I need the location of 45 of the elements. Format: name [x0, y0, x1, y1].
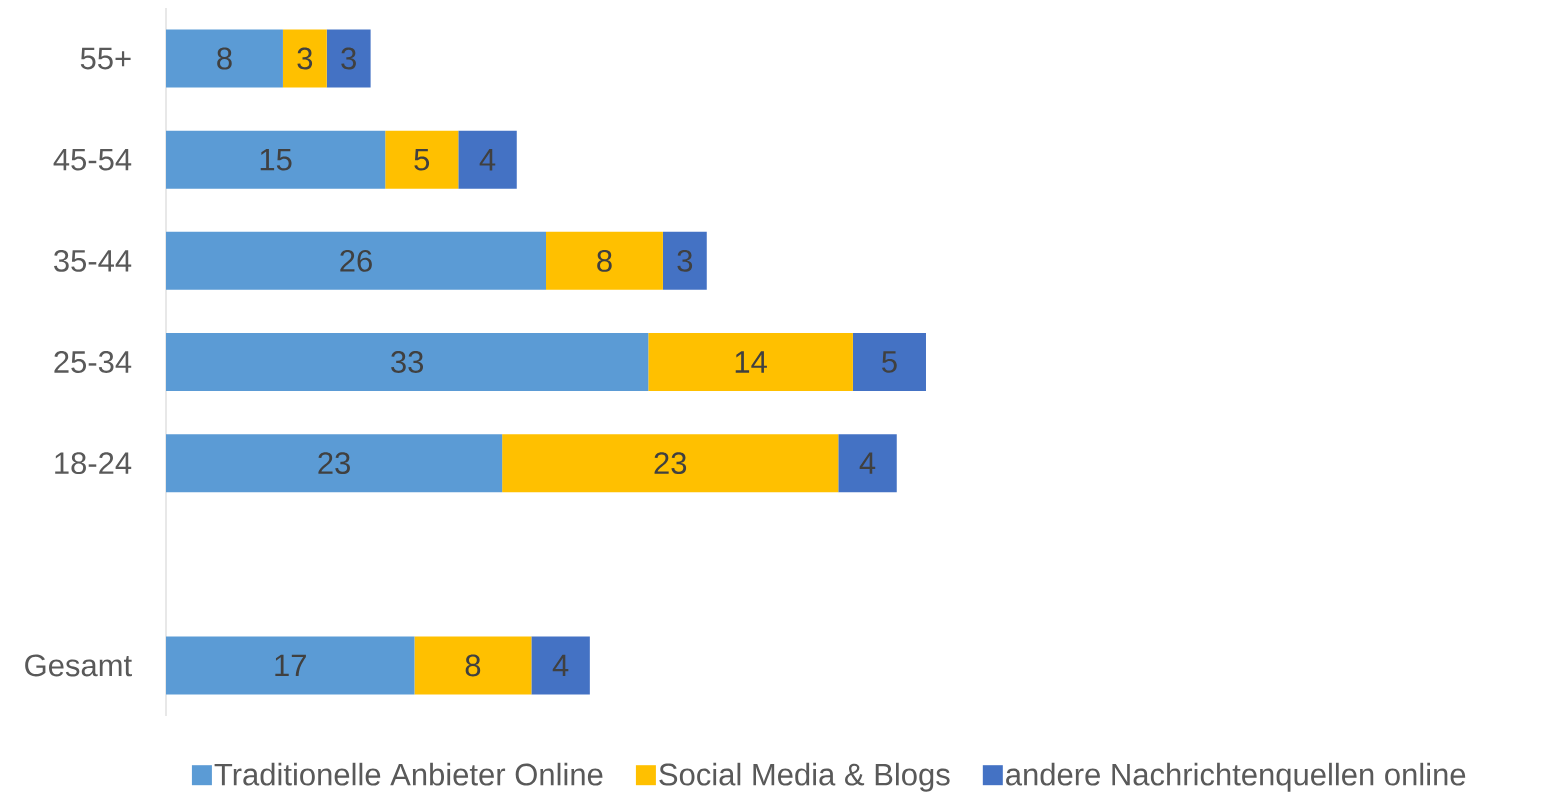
data-label: 3 — [341, 47, 356, 70]
data-label: 4 — [552, 654, 569, 677]
legend-label: andere Nachrichtenquellen online — [1006, 762, 1466, 792]
bar — [458, 130, 517, 189]
bar — [385, 130, 459, 189]
data-label: 3 — [297, 47, 313, 70]
bar — [838, 434, 897, 493]
data-label: 33 — [391, 351, 424, 373]
bar — [166, 636, 415, 695]
bar — [852, 333, 926, 392]
data-label: 8 — [217, 47, 232, 70]
data-label: 23 — [318, 452, 350, 475]
bar — [166, 434, 503, 493]
bar — [662, 231, 707, 290]
y-tick-label: 18-24 — [55, 452, 132, 475]
data-label: 17 — [275, 654, 306, 677]
bar — [531, 636, 590, 695]
y-tick-label: 55+ — [80, 47, 131, 70]
bar — [166, 231, 546, 290]
data-label: 8 — [465, 654, 481, 677]
bar — [546, 231, 663, 290]
data-label: 26 — [340, 249, 372, 272]
data-label: 5 — [414, 148, 430, 171]
bar — [166, 130, 386, 189]
data-label: 4 — [859, 452, 876, 474]
bar — [166, 333, 649, 392]
data-label: 5 — [882, 351, 897, 373]
bar — [414, 636, 532, 695]
y-tick-label: 45-54 — [53, 148, 132, 171]
data-label: 14 — [735, 351, 767, 373]
data-label: 23 — [654, 452, 687, 475]
bar — [502, 434, 839, 493]
data-label: 4 — [479, 149, 496, 171]
y-tick-label: Gesamt — [25, 654, 132, 677]
y-tick-label: 35-44 — [54, 249, 132, 272]
data-label: 3 — [677, 249, 693, 272]
bar — [166, 29, 283, 88]
bar — [326, 29, 371, 88]
bar — [648, 333, 853, 392]
legend-label: Social Media & Blogs — [659, 762, 950, 792]
data-label: 15 — [260, 148, 292, 171]
y-tick-label: 25-34 — [54, 351, 132, 373]
data-label: 8 — [597, 249, 612, 272]
bar — [282, 29, 327, 88]
legend-label: Traditionelle Anbieter Online — [214, 762, 603, 786]
